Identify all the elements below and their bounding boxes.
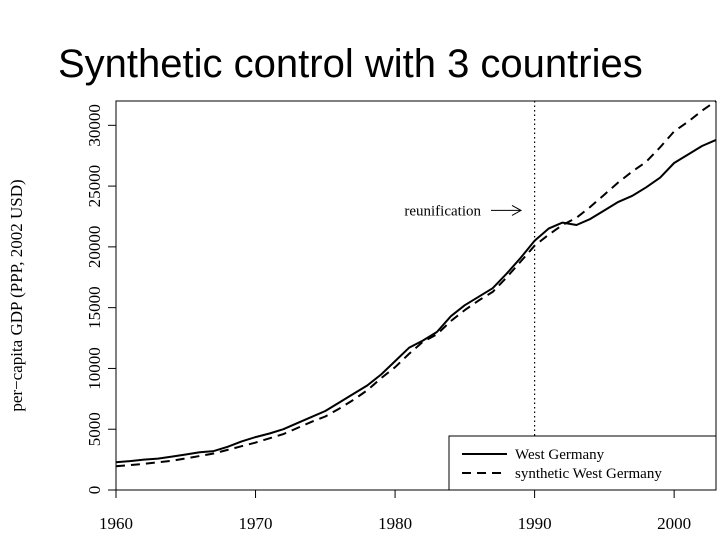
legend-label-west-germany: West Germany	[515, 447, 605, 463]
legend-label-synthetic: synthetic West Germany	[515, 466, 662, 482]
y-tick-label: 20000	[85, 226, 104, 269]
x-tick-label: 1960	[99, 514, 133, 533]
plot-frame	[115, 100, 716, 490]
x-tick-label: 1990	[518, 514, 552, 533]
legend-box	[448, 435, 717, 491]
y-tick-label: 10000	[85, 347, 104, 390]
reunification-annotation: reunification	[404, 203, 481, 219]
x-tick-label: 1980	[378, 514, 412, 533]
y-tick-label: 30000	[85, 104, 104, 147]
y-tick-label: 5000	[85, 412, 104, 446]
series-synthetic-west-germany-line	[115, 100, 717, 468]
series-west-germany-line	[115, 138, 717, 464]
x-tick-label: 1970	[239, 514, 273, 533]
slide-title: Synthetic control with 3 countries	[58, 42, 643, 86]
x-tick-label: 2000	[657, 514, 691, 533]
y-tick-label: 0	[85, 486, 104, 495]
annotation-arrow-head	[511, 204, 523, 216]
y-tick-label: 25000	[85, 165, 104, 208]
y-axis-title: per−capita GDP (PPP, 2002 USD)	[7, 179, 26, 411]
y-tick-label: 15000	[85, 286, 104, 329]
